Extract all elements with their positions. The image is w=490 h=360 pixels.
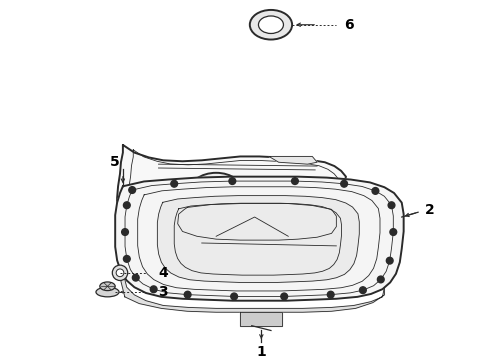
Circle shape	[372, 188, 379, 194]
Ellipse shape	[96, 287, 119, 297]
Polygon shape	[121, 272, 385, 312]
Circle shape	[171, 180, 177, 187]
Ellipse shape	[100, 282, 115, 291]
Text: 3: 3	[158, 285, 168, 299]
Ellipse shape	[250, 10, 292, 40]
Circle shape	[129, 186, 136, 193]
Circle shape	[116, 269, 124, 276]
Circle shape	[123, 256, 130, 262]
Circle shape	[386, 257, 393, 264]
Circle shape	[281, 293, 288, 300]
Ellipse shape	[196, 179, 236, 207]
Circle shape	[292, 178, 298, 184]
Text: 1: 1	[256, 345, 266, 359]
Ellipse shape	[258, 16, 283, 33]
Circle shape	[123, 202, 130, 208]
Circle shape	[341, 180, 347, 187]
Circle shape	[360, 287, 366, 293]
Circle shape	[231, 293, 238, 300]
Text: 4: 4	[158, 266, 168, 280]
Polygon shape	[117, 145, 360, 256]
Circle shape	[184, 291, 191, 298]
Polygon shape	[269, 157, 317, 164]
Polygon shape	[115, 177, 404, 301]
Circle shape	[229, 178, 236, 184]
Ellipse shape	[188, 173, 244, 213]
Text: 2: 2	[425, 203, 435, 217]
Text: 6: 6	[344, 18, 354, 32]
Circle shape	[122, 229, 128, 235]
Circle shape	[327, 291, 334, 298]
Circle shape	[112, 265, 128, 280]
Circle shape	[132, 274, 139, 281]
Polygon shape	[240, 312, 283, 326]
Circle shape	[390, 229, 397, 235]
Polygon shape	[157, 195, 359, 283]
Circle shape	[377, 276, 384, 283]
Text: 5: 5	[110, 155, 120, 169]
Circle shape	[150, 286, 157, 293]
Circle shape	[388, 202, 395, 208]
